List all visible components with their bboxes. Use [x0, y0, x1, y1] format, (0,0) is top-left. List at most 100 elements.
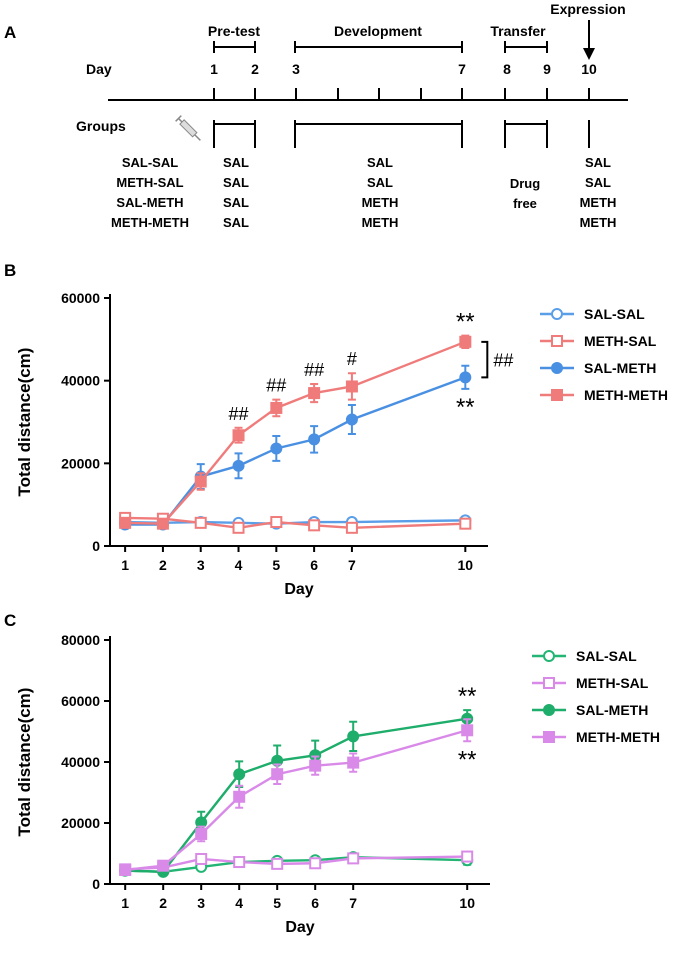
- significance-label: ##: [493, 351, 513, 371]
- x-axis-title: Day: [284, 581, 313, 598]
- pretest-treatment: SAL: [223, 195, 249, 210]
- expression-treatment: SAL: [585, 175, 611, 190]
- day-number: 7: [458, 61, 466, 77]
- series-line: [125, 717, 468, 874]
- phase-development-label: Development: [334, 23, 422, 39]
- pretest-bracket-top: [213, 41, 256, 53]
- legend-label: METH-SAL: [576, 675, 649, 691]
- x-tick-label: 3: [197, 895, 205, 911]
- day-number: 1: [210, 61, 218, 77]
- data-point: [156, 517, 169, 530]
- legend-label: METH-SAL: [584, 333, 657, 349]
- data-point: [308, 433, 321, 446]
- timeline-ticks: [213, 88, 590, 100]
- development-bracket-top: [294, 41, 463, 53]
- data-point: [308, 519, 321, 532]
- groups-label: Groups: [76, 118, 126, 134]
- data-point: [233, 768, 246, 781]
- legend-label: SAL-SAL: [584, 306, 645, 322]
- legend-label: SAL-METH: [584, 360, 656, 376]
- day-number: 9: [543, 61, 551, 77]
- expression-treatment: SAL: [585, 155, 611, 170]
- x-tick-label: 1: [121, 557, 129, 573]
- day-number: 2: [251, 61, 259, 77]
- panel-label: B: [4, 261, 16, 280]
- data-point: [232, 429, 245, 442]
- panel-label: C: [4, 611, 16, 630]
- data-point: [119, 863, 132, 876]
- y-tick-label: 0: [92, 538, 100, 554]
- legend-marker: [551, 362, 563, 374]
- phase-transfer-label: Transfer: [490, 23, 546, 39]
- x-tick-label: 7: [348, 557, 356, 573]
- x-tick-label: 7: [349, 895, 357, 911]
- series-line: [125, 855, 468, 874]
- significance-label: **: [458, 683, 477, 710]
- transfer-treatment: free: [513, 196, 537, 211]
- data-point: [270, 401, 283, 414]
- data-point: [459, 517, 472, 530]
- legend-marker: [551, 389, 563, 401]
- development-treatment: METH: [362, 195, 399, 210]
- pretest-treatment: SAL: [223, 155, 249, 170]
- data-point: [271, 857, 284, 870]
- legend-label: METH-METH: [576, 729, 660, 745]
- pretest-bracket-groups: [213, 120, 256, 148]
- data-point: [232, 459, 245, 472]
- development-treatment: SAL: [367, 175, 393, 190]
- x-tick-label: 1: [121, 895, 129, 911]
- panel-c-chart: C 0 20000 40000 60000 80000 1 2 3 4 5 6 7 10 Day Total …: [4, 611, 660, 936]
- data-point: [270, 516, 283, 529]
- series-sal-meth: [119, 709, 474, 878]
- group-name: METH-METH: [111, 215, 189, 230]
- day-number: 10: [581, 61, 597, 77]
- syringe-icon: [175, 115, 201, 141]
- y-tick-label: 40000: [61, 373, 100, 389]
- panel-a-label: A: [4, 23, 16, 42]
- x-tick-label: 4: [235, 895, 243, 911]
- series-sal-meth: [119, 364, 472, 531]
- significance-label: ##: [229, 404, 249, 424]
- data-point: [233, 790, 246, 803]
- series-line: [125, 340, 466, 525]
- x-tick-label: 2: [159, 895, 167, 911]
- data-point: [157, 859, 170, 872]
- data-point: [232, 521, 245, 534]
- x-tick-label: 5: [272, 557, 280, 573]
- x-tick-label: 5: [273, 895, 281, 911]
- data-point: [347, 730, 360, 743]
- data-point: [345, 380, 358, 393]
- significance-bracket: [481, 340, 489, 379]
- legend-label: METH-METH: [584, 387, 668, 403]
- legend-marker: [543, 650, 555, 662]
- expression-treatment: METH: [580, 195, 617, 210]
- phase-expression-label: Expression: [550, 1, 625, 17]
- data-point: [345, 413, 358, 426]
- y-tick-label: 40000: [61, 754, 100, 770]
- data-point: [271, 768, 284, 781]
- legend-marker: [543, 704, 555, 716]
- development-treatment: SAL: [367, 155, 393, 170]
- expression-treatment: METH: [580, 215, 617, 230]
- series-meth-meth: [119, 334, 472, 530]
- x-tick-label: 10: [458, 557, 474, 573]
- data-point: [309, 857, 322, 870]
- y-tick-label: 60000: [61, 290, 100, 306]
- significance-label: ##: [304, 360, 324, 380]
- x-tick-label: 6: [310, 557, 318, 573]
- legend-marker: [543, 731, 555, 743]
- data-point: [459, 371, 472, 384]
- pretest-treatment: SAL: [223, 215, 249, 230]
- expression-arrowhead: [583, 48, 595, 60]
- series-sal-sal: [119, 514, 472, 530]
- group-name: SAL-METH: [116, 195, 183, 210]
- data-point: [459, 335, 472, 348]
- data-point: [195, 827, 208, 840]
- data-point: [309, 759, 322, 772]
- panel-a-timeline: A Pre-test Development Transfer Expressi…: [4, 1, 628, 230]
- x-axis-title: Day: [285, 919, 314, 936]
- significance-label: **: [458, 746, 477, 773]
- phase-pretest-label: Pre-test: [208, 23, 260, 39]
- data-point: [461, 724, 474, 737]
- data-point: [347, 756, 360, 769]
